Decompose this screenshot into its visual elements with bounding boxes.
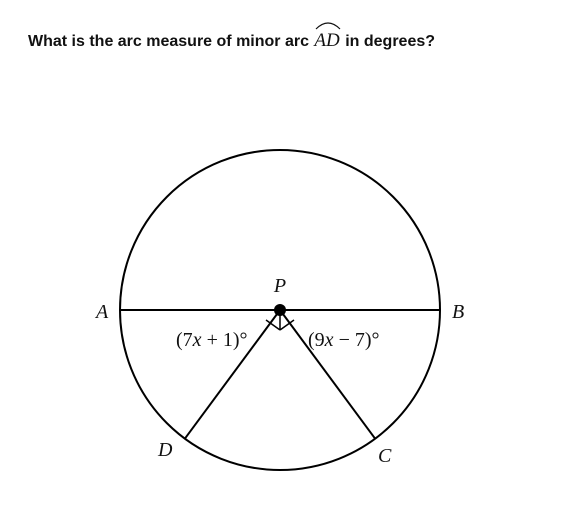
label-D: D (157, 439, 173, 461)
angle-label-APD: (7x + 1)° (176, 329, 248, 351)
arc-cap-icon (313, 20, 343, 30)
question-suffix: in degrees? (345, 33, 435, 50)
arc-label-text: AD (314, 30, 339, 51)
arc-AD-notation: AD (313, 28, 340, 55)
question-prefix: What is the arc measure of minor arc (28, 33, 313, 50)
diagram-svg: P A B D C (7x + 1)° (9x − 7)° (80, 130, 480, 510)
label-C: C (378, 445, 392, 467)
label-P: P (273, 275, 286, 297)
label-A: A (94, 301, 109, 323)
geometry-diagram: P A B D C (7x + 1)° (9x − 7)° (80, 130, 480, 510)
angle-label-BPC: (9x − 7)° (308, 329, 380, 351)
center-dot (274, 304, 286, 316)
question-text: What is the arc measure of minor arc AD … (28, 28, 435, 55)
label-B: B (452, 301, 464, 323)
